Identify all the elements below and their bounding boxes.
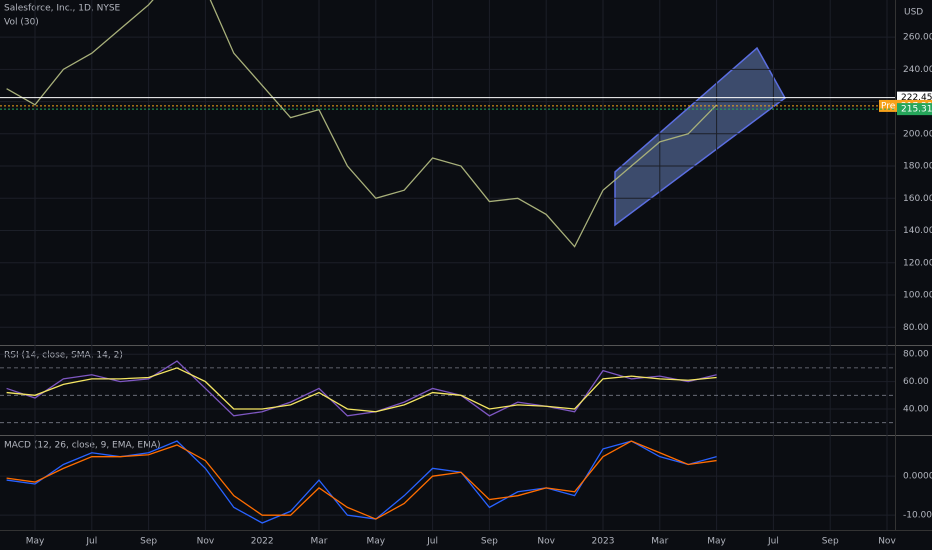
- x-tick-label: Sep: [822, 537, 839, 547]
- x-tick-label: Sep: [481, 537, 498, 547]
- y-tick-label: 0.0000: [903, 472, 932, 482]
- chart-title: Salesforce, Inc., 1D, NYSE: [4, 4, 121, 14]
- x-tick-label: Jul: [85, 537, 97, 547]
- price-tag-label: 215.31: [901, 105, 932, 115]
- y-tick-label: 80.00: [903, 350, 929, 360]
- series-line: [6, 440, 717, 520]
- x-tick-label: Nov: [878, 537, 896, 547]
- y-tick-label: 120.00: [903, 258, 932, 268]
- x-tick-label: Mar: [651, 537, 668, 547]
- series-line: [6, 0, 718, 248]
- y-tick-label: 160.00: [903, 194, 932, 204]
- currency-label: USD: [904, 8, 923, 18]
- x-tick-label: 2022: [251, 537, 274, 547]
- series-line: [6, 360, 717, 417]
- y-tick-label: 240.00: [903, 65, 932, 75]
- y-tick-label: 100.00: [903, 291, 932, 301]
- y-tick-label: -10.00: [903, 511, 932, 521]
- y-tick-label: 140.00: [903, 226, 932, 236]
- y-tick-label: 60.00: [903, 377, 929, 387]
- series-line: [6, 367, 717, 413]
- price-tag-label: 222.45: [901, 93, 932, 103]
- y-tick-label: 40.00: [903, 404, 929, 414]
- x-tick-label: Nov: [197, 537, 215, 547]
- x-tick-label: Jul: [426, 537, 438, 547]
- pane: [6, 440, 717, 524]
- x-tick-label: 2023: [592, 537, 615, 547]
- x-tick-label: May: [26, 537, 45, 547]
- y-tick-label: 260.00: [903, 33, 932, 43]
- y-tick-label: 200.00: [903, 129, 932, 139]
- x-tick-label: May: [366, 537, 385, 547]
- pane: [6, 0, 718, 248]
- x-tick-label: Jul: [767, 537, 779, 547]
- volume-label: Vol (30): [4, 18, 39, 28]
- x-tick-label: Nov: [537, 537, 555, 547]
- x-tick-label: Sep: [140, 537, 157, 547]
- x-tick-label: Mar: [311, 537, 328, 547]
- price-tag: [897, 103, 932, 116]
- rsi-title: RSI (14, close, SMA, 14, 2): [4, 351, 123, 361]
- pane: [0, 360, 895, 424]
- y-tick-label: 180.00: [903, 162, 932, 172]
- macd-title: MACD (12, 26, close, 9, EMA, EMA): [4, 441, 161, 451]
- x-tick-label: May: [707, 537, 726, 547]
- y-tick-label: 80.00: [903, 323, 929, 333]
- pre-tag-label: Pre: [881, 101, 896, 111]
